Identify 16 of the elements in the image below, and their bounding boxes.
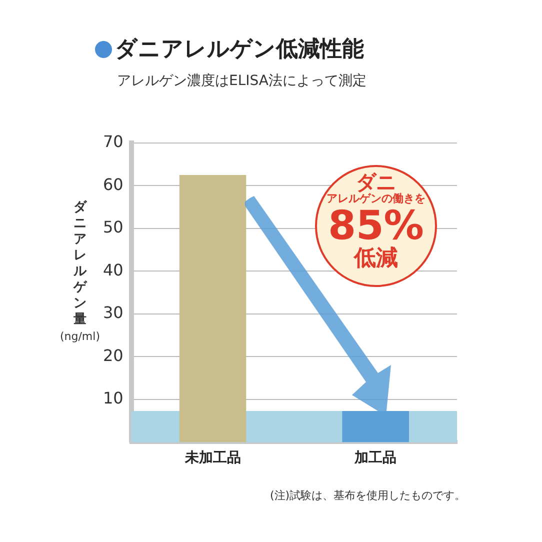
- y-tick-label: 70: [103, 132, 124, 152]
- text: ダニアレルゲン量 (ng/ml): [60, 200, 100, 343]
- annotation: 低減: [352, 246, 399, 271]
- chart-subtitle: アレルゲン濃度はELISA法によって測定: [117, 72, 366, 90]
- annotation: アレルゲンの働きを: [326, 192, 426, 205]
- y-tick-label: 40: [103, 260, 124, 280]
- chart-title: ダニアレルゲン低減性能: [115, 36, 364, 64]
- x-tick-label: 加工品: [354, 450, 397, 466]
- y-tick-label: 50: [103, 218, 124, 237]
- y-tick-label: 60: [103, 174, 124, 194]
- y-tick-label: 20: [103, 346, 124, 365]
- text: (注)試験は、基布を使用したものです。: [270, 488, 466, 503]
- y-tick-label: 30: [103, 303, 124, 322]
- x-tick-label: 未加工品: [184, 450, 241, 466]
- annotation: ダニ: [355, 170, 396, 194]
- y-tick-label: 10: [103, 388, 124, 408]
